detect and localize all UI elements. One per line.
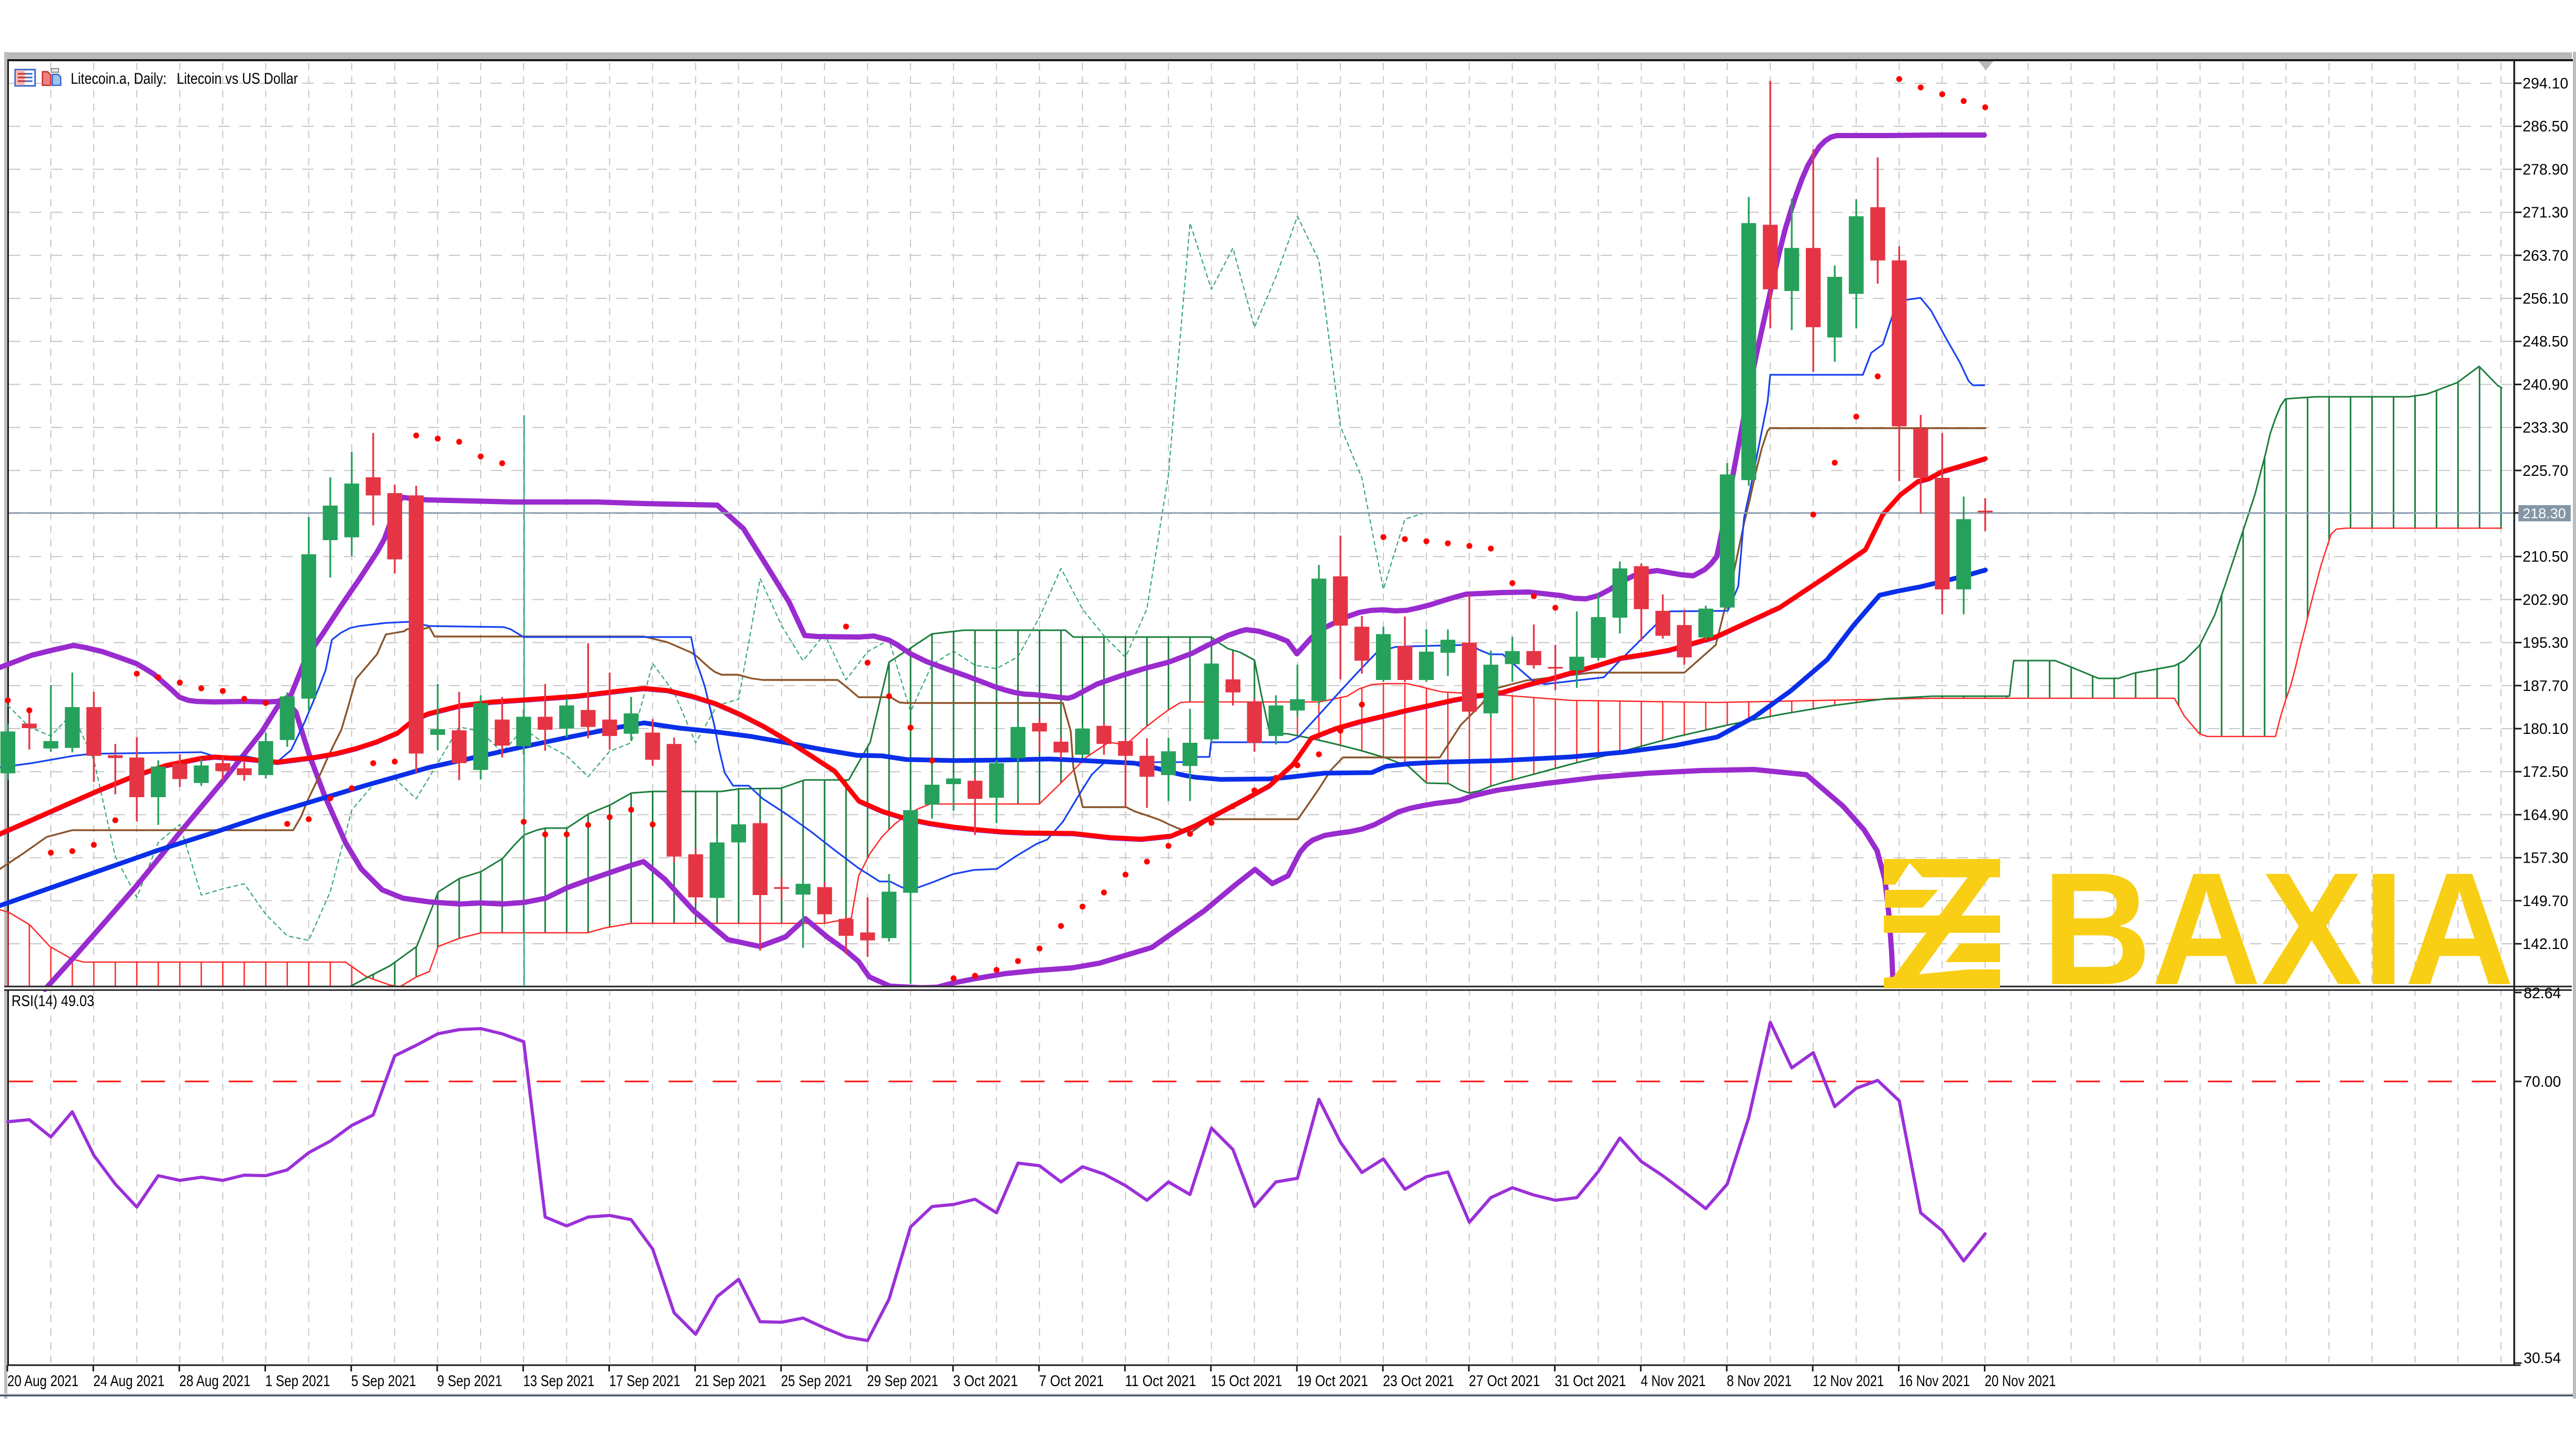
svg-text:24 Aug 2021: 24 Aug 2021 <box>93 1372 164 1390</box>
svg-text:23 Oct 2021: 23 Oct 2021 <box>1383 1372 1454 1390</box>
svg-text:21 Sep 2021: 21 Sep 2021 <box>695 1372 767 1390</box>
svg-text:4 Nov 2021: 4 Nov 2021 <box>1641 1372 1706 1390</box>
svg-text:240.90: 240.90 <box>2523 376 2568 393</box>
svg-text:278.90: 278.90 <box>2523 161 2568 178</box>
svg-text:172.50: 172.50 <box>2523 764 2568 780</box>
svg-text:263.70: 263.70 <box>2523 248 2568 264</box>
svg-text:218.30: 218.30 <box>2523 506 2566 521</box>
svg-text:195.30: 195.30 <box>2523 635 2568 652</box>
svg-text:180.10: 180.10 <box>2523 721 2568 738</box>
svg-text:70.00: 70.00 <box>2524 1074 2561 1090</box>
svg-text:82.64: 82.64 <box>2524 985 2561 1002</box>
svg-text:233.30: 233.30 <box>2523 420 2568 437</box>
svg-text:294.10: 294.10 <box>2523 75 2568 92</box>
svg-text:Litecoin.a, Daily: Litecoin v: Litecoin.a, Daily: Litecoin vs US Dollar <box>71 70 298 87</box>
svg-text:16 Nov 2021: 16 Nov 2021 <box>1898 1372 1970 1390</box>
svg-text:12 Nov 2021: 12 Nov 2021 <box>1813 1372 1884 1390</box>
svg-text:31 Oct 2021: 31 Oct 2021 <box>1555 1372 1626 1390</box>
svg-text:17 Sep 2021: 17 Sep 2021 <box>609 1372 680 1390</box>
svg-text:7 Oct 2021: 7 Oct 2021 <box>1039 1372 1104 1390</box>
svg-text:19 Oct 2021: 19 Oct 2021 <box>1297 1372 1368 1390</box>
svg-text:3 Oct 2021: 3 Oct 2021 <box>953 1372 1018 1390</box>
svg-text:286.50: 286.50 <box>2523 118 2568 135</box>
svg-text:9 Sep 2021: 9 Sep 2021 <box>437 1372 502 1390</box>
svg-text:271.30: 271.30 <box>2523 205 2568 221</box>
svg-text:149.70: 149.70 <box>2523 893 2568 910</box>
svg-text:164.90: 164.90 <box>2523 807 2568 823</box>
svg-text:28 Aug 2021: 28 Aug 2021 <box>179 1372 250 1390</box>
svg-text:1 Sep 2021: 1 Sep 2021 <box>265 1372 330 1390</box>
svg-text:142.10: 142.10 <box>2523 936 2568 953</box>
svg-text:15 Oct 2021: 15 Oct 2021 <box>1211 1372 1282 1390</box>
svg-text:30.54: 30.54 <box>2524 1350 2561 1367</box>
svg-text:25 Sep 2021: 25 Sep 2021 <box>781 1372 852 1390</box>
svg-text:187.70: 187.70 <box>2523 678 2568 695</box>
svg-text:225.70: 225.70 <box>2523 463 2568 479</box>
svg-text:8 Nov 2021: 8 Nov 2021 <box>1727 1372 1792 1390</box>
svg-text:210.50: 210.50 <box>2523 549 2568 565</box>
svg-text:202.90: 202.90 <box>2523 591 2568 608</box>
svg-text:256.10: 256.10 <box>2523 291 2568 307</box>
svg-text:BAXIA: BAXIA <box>2042 839 2514 1018</box>
svg-text:29 Sep 2021: 29 Sep 2021 <box>867 1372 938 1390</box>
svg-text:5 Sep 2021: 5 Sep 2021 <box>351 1372 416 1390</box>
svg-text:157.30: 157.30 <box>2523 850 2568 867</box>
svg-text:27 Oct 2021: 27 Oct 2021 <box>1469 1372 1540 1390</box>
svg-text:20 Nov 2021: 20 Nov 2021 <box>1985 1372 2056 1390</box>
svg-text:248.50: 248.50 <box>2523 333 2568 350</box>
svg-text:RSI(14) 49.03: RSI(14) 49.03 <box>12 992 94 1010</box>
svg-text:13 Sep 2021: 13 Sep 2021 <box>523 1372 594 1390</box>
svg-text:11 Oct 2021: 11 Oct 2021 <box>1125 1372 1196 1390</box>
svg-text:20 Aug 2021: 20 Aug 2021 <box>7 1372 79 1390</box>
